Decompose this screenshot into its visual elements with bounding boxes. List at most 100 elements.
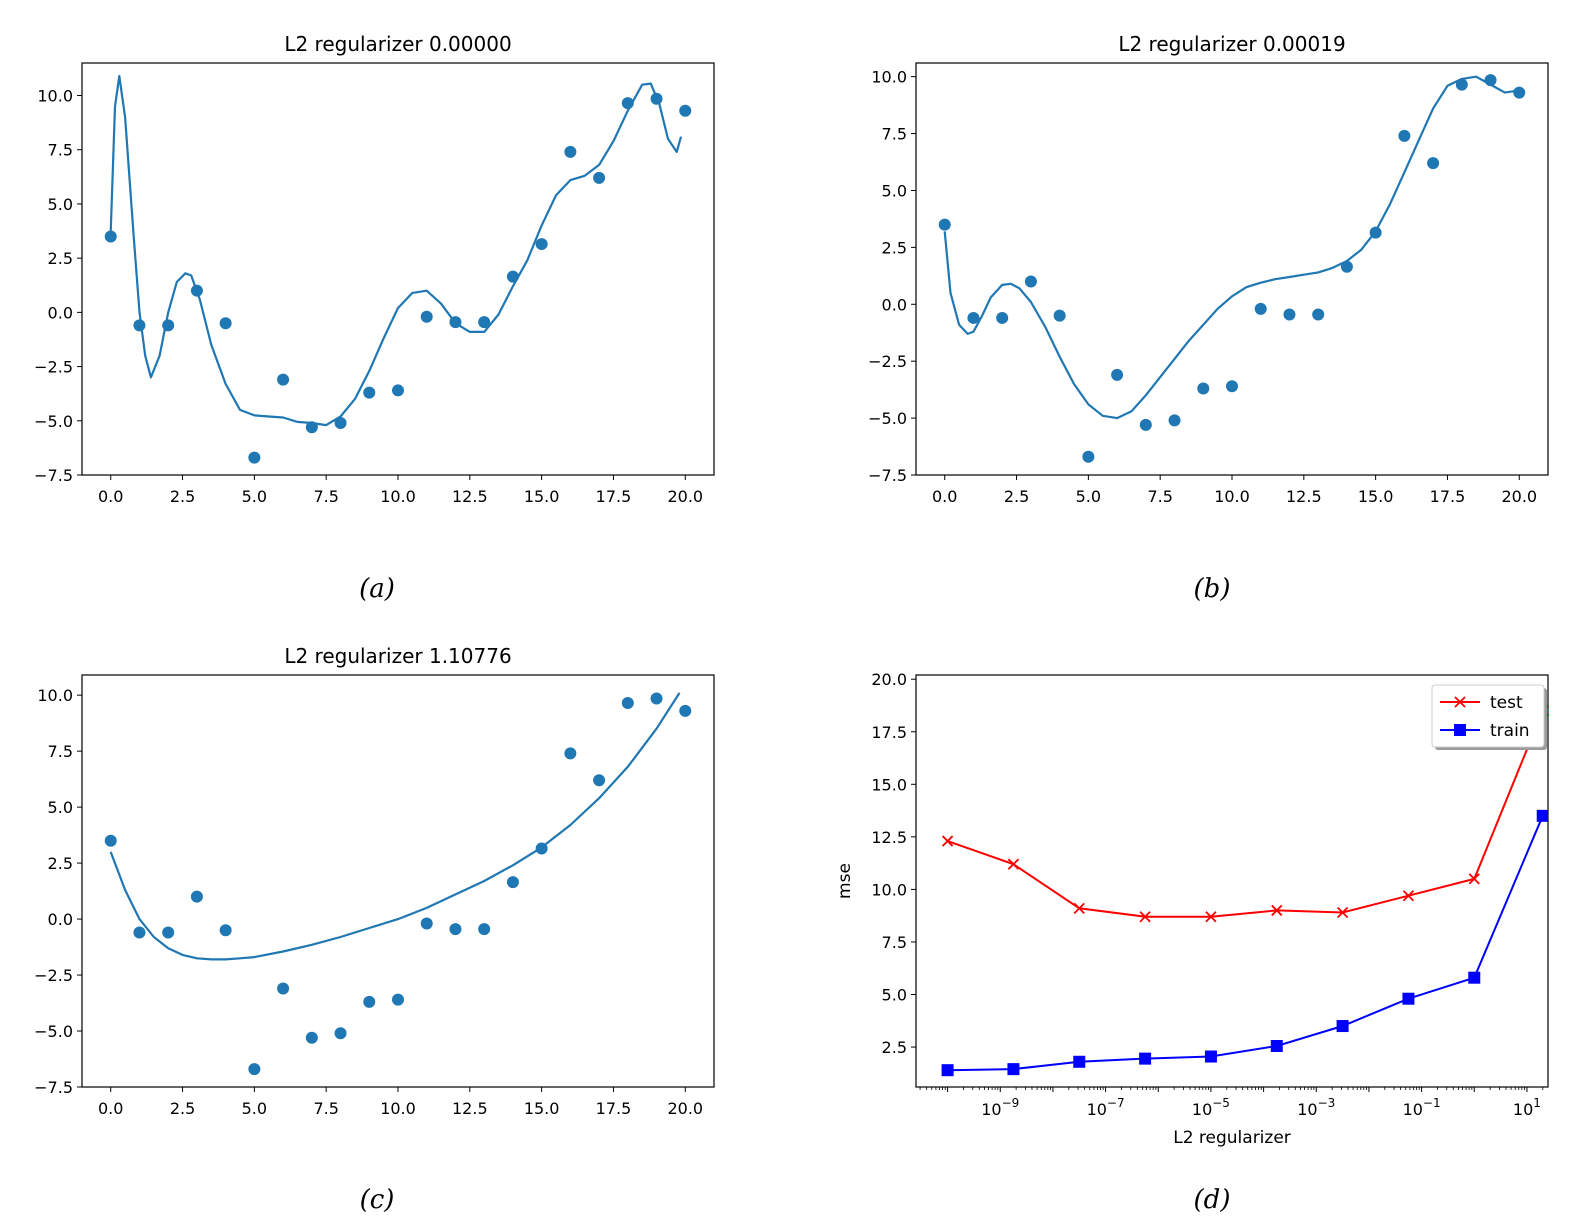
data-point <box>1139 418 1152 431</box>
marker-train <box>1402 992 1415 1005</box>
data-point <box>305 1031 318 1044</box>
x-tick-label: 10.0 <box>1214 487 1250 506</box>
marker-test <box>1336 906 1349 919</box>
data-point <box>449 316 462 329</box>
data-point <box>162 926 175 939</box>
x-tick-exponent: 1 <box>1533 1096 1541 1110</box>
y-tick-label: 12.5 <box>871 828 907 847</box>
data-point <box>277 982 290 995</box>
data-point <box>535 238 548 251</box>
x-tick-label: 17.5 <box>596 1099 632 1118</box>
data-point <box>1226 380 1238 393</box>
y-tick-label: −2.5 <box>34 358 73 377</box>
x-tick-exponent: −3 <box>1318 1096 1336 1110</box>
data-point <box>420 310 433 323</box>
axes-frame-1 <box>915 62 1549 476</box>
axes-frame-2 <box>81 674 715 1088</box>
data-point <box>679 104 692 117</box>
data-point <box>1427 157 1440 170</box>
data-point <box>363 995 376 1008</box>
x-tick-label: 10−9 <box>981 1096 1019 1119</box>
y-tick-label: −7.5 <box>34 1078 73 1097</box>
data-point <box>1398 129 1411 142</box>
data-point <box>679 704 692 717</box>
data-point <box>449 923 462 936</box>
data-point <box>1455 78 1468 91</box>
x-tick-exponent: −1 <box>1423 1096 1441 1110</box>
x-tick-exponent: −7 <box>1107 1096 1125 1110</box>
subplot-d: 10−9 10−7 10−5 10−3 10−1 1012.55.07.510.012.5… <box>835 670 1549 1215</box>
x-tick-label: 20.0 <box>667 487 703 506</box>
data-point <box>104 230 117 243</box>
legend-label: test <box>1490 693 1523 713</box>
data-point <box>1197 382 1210 395</box>
y-tick-label: 10.0 <box>37 87 73 106</box>
marker-train <box>1204 1050 1217 1063</box>
subplot-title: L2 regularizer 0.00000 <box>284 32 511 56</box>
y-tick-label: 2.5 <box>882 1038 907 1057</box>
data-point <box>104 834 117 847</box>
y-tick-label: −5.0 <box>34 412 73 431</box>
x-tick-exponent: −9 <box>1002 1096 1020 1110</box>
x-tick-base: 10 <box>1087 1100 1107 1119</box>
x-tick-label: 7.5 <box>313 487 338 506</box>
legend-marker-test <box>1454 696 1466 708</box>
x-tick-label: 17.5 <box>1430 487 1466 506</box>
axes-frame-3 <box>915 674 1549 1088</box>
y-tick-label: 10.0 <box>37 686 73 705</box>
fit-curve <box>943 75 1520 420</box>
y-tick-label: 10.0 <box>871 880 907 899</box>
y-tick-label: 5.0 <box>48 195 73 214</box>
fit-curve <box>109 74 683 427</box>
data-point <box>593 774 606 787</box>
legend: test train <box>1431 684 1547 750</box>
data-point <box>621 97 634 110</box>
x-tick-base: 10 <box>1403 1100 1423 1119</box>
marker-test <box>1468 873 1480 885</box>
series-line-train <box>947 815 1544 1072</box>
data-point <box>190 284 203 297</box>
subfigure-caption: (c) <box>360 1185 395 1215</box>
x-tick-label: 0.0 <box>98 487 123 506</box>
data-point <box>650 692 663 705</box>
x-tick-label: 0.0 <box>98 1099 123 1118</box>
y-axis-label: mse <box>835 863 855 899</box>
y-tick-label: 10.0 <box>871 68 907 87</box>
x-tick-label: 15.0 <box>1358 487 1394 506</box>
marker-train <box>1139 1052 1152 1065</box>
y-tick-label: 17.5 <box>871 723 907 742</box>
y-tick-label: 0.0 <box>882 295 907 314</box>
data-point <box>133 319 146 332</box>
data-point <box>219 924 232 937</box>
y-tick-label: −7.5 <box>34 466 73 485</box>
x-tick-label: 17.5 <box>596 487 632 506</box>
x-tick-label: 12.5 <box>452 487 488 506</box>
data-point <box>1111 368 1124 381</box>
legend-marker-train <box>1454 724 1466 736</box>
marker-train <box>1270 1040 1283 1053</box>
x-tick-label: 0.0 <box>932 487 957 506</box>
x-tick-label: 7.5 <box>1147 487 1172 506</box>
data-point <box>190 890 203 903</box>
subplot-a: L2 regularizer 0.00000 0.0 2.5 5.0 7.5 10.0 12… <box>34 32 715 604</box>
data-point <box>478 316 491 329</box>
marker-test <box>1402 890 1415 902</box>
data-point <box>1484 74 1497 87</box>
x-tick-label: 10−3 <box>1297 1096 1335 1119</box>
y-tick-label: 2.5 <box>48 249 73 268</box>
data-point <box>334 1027 347 1040</box>
data-point <box>478 923 491 936</box>
marker-test <box>941 835 954 847</box>
data-point <box>621 696 634 709</box>
marker-train <box>1536 809 1548 822</box>
x-tick-base: 10 <box>1192 1100 1212 1119</box>
data-point <box>277 373 290 386</box>
marker-train <box>1468 971 1481 984</box>
x-tick-label: 10−5 <box>1192 1096 1230 1119</box>
data-point <box>938 218 951 231</box>
x-tick-base: 10 <box>1297 1100 1317 1119</box>
data-point <box>1082 450 1095 463</box>
subplot-b: L2 regularizer 0.00019 0.0 2.5 5.0 7.5 10.0 12… <box>868 32 1549 604</box>
marker-test <box>1271 904 1283 917</box>
